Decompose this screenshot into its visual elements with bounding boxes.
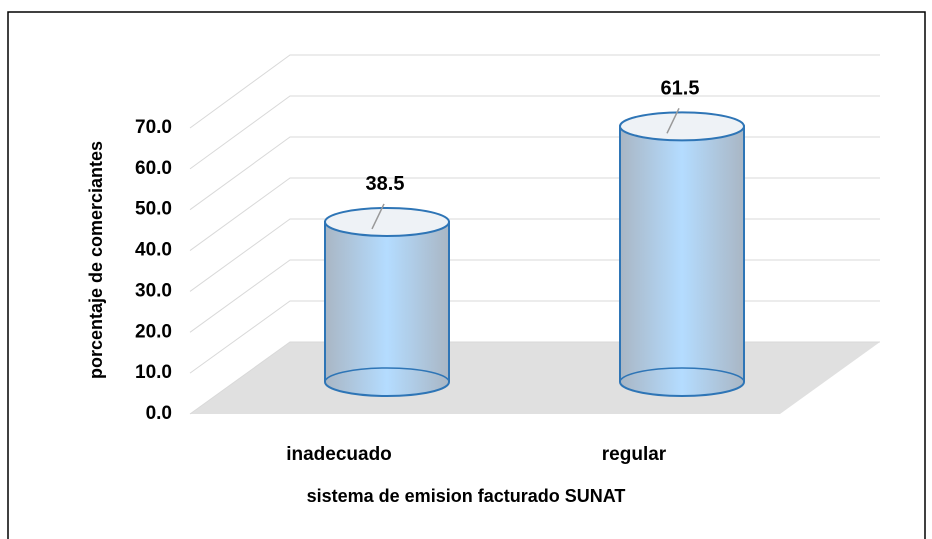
floor	[190, 342, 880, 414]
y-axis-title: porcentaje de comerciantes	[86, 141, 106, 379]
y-tick-label: 30.0	[135, 280, 172, 301]
grid-line	[189, 95, 880, 170]
chart-border	[7, 11, 926, 539]
grid-line	[189, 54, 880, 129]
y-tick-label: 20.0	[135, 321, 172, 342]
cylinder-body	[619, 125, 745, 397]
cylinder-body	[324, 220, 450, 397]
data-label: 61.5	[661, 78, 700, 100]
x-tick-label: inadecuado	[286, 444, 392, 465]
y-tick-label: 50.0	[135, 199, 172, 220]
cylinder-top	[619, 111, 745, 142]
y-tick-label: 70.0	[135, 117, 172, 138]
leader-line	[666, 108, 680, 134]
x-axis-title: sistema de emision facturado SUNAT	[307, 486, 626, 506]
y-tick-label: 40.0	[135, 240, 172, 261]
cylinder-base-back	[619, 367, 745, 383]
cylinder-top	[324, 206, 450, 237]
y-tick-label: 60.0	[135, 158, 172, 179]
cylinder-base-back	[324, 367, 450, 383]
y-tick-label: 0.0	[146, 403, 172, 424]
y-tick-label: 10.0	[135, 362, 172, 383]
leader-line	[371, 203, 385, 230]
x-tick-label: regular	[602, 444, 667, 465]
data-label: 38.5	[366, 173, 405, 195]
